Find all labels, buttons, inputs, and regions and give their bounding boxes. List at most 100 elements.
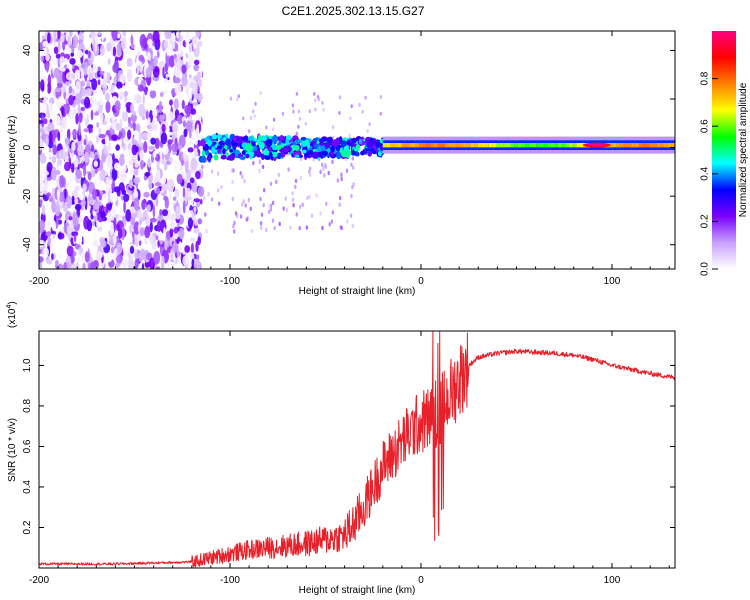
noise-blob: [47, 235, 51, 247]
noise-blob: [152, 110, 156, 116]
onset-blob: [317, 153, 323, 158]
noise-blob: [322, 166, 325, 171]
carrier-core: [543, 143, 548, 148]
noise-blob: [119, 153, 125, 167]
noise-blob: [131, 140, 139, 145]
noise-blob: [182, 186, 186, 198]
noise-blob: [295, 91, 299, 96]
noise-blob: [77, 143, 84, 157]
noise-blob: [80, 63, 86, 69]
carrier-core: [521, 143, 526, 148]
noise-blob: [111, 70, 114, 81]
onset-blob: [272, 153, 278, 158]
noise-blob: [175, 205, 181, 219]
noise-blob: [85, 88, 92, 96]
noise-blob: [83, 151, 90, 163]
noise-blob: [148, 145, 155, 150]
noise-blob: [169, 55, 175, 68]
spectrogram-y-tick-label: -40: [22, 237, 33, 252]
snr-x-tick-label: 100: [604, 575, 621, 586]
noise-blob: [182, 152, 186, 159]
noise-blob: [245, 217, 248, 222]
noise-blob: [308, 194, 311, 200]
noise-blob: [98, 133, 106, 139]
noise-blob: [112, 46, 117, 57]
onset-blob: [245, 153, 250, 159]
noise-blob: [42, 204, 46, 216]
onset-blob: [207, 139, 212, 147]
noise-blob: [178, 151, 184, 163]
noise-blob: [358, 102, 361, 107]
carrier-core: [452, 143, 457, 148]
carrier-core: [634, 143, 639, 148]
noise-blob: [168, 192, 173, 199]
noise-blob: [174, 159, 177, 172]
noise-blob: [197, 40, 203, 47]
noise-blob: [345, 168, 349, 173]
noise-blob: [133, 168, 139, 176]
carrier-core: [485, 143, 490, 148]
carrier-core: [667, 143, 672, 148]
snr-multiplier-close: ): [7, 301, 18, 304]
noise-blob: [71, 195, 75, 205]
noise-blob: [132, 32, 137, 38]
noise-blob: [137, 210, 143, 221]
noise-blob: [66, 195, 73, 209]
noise-blob: [81, 87, 86, 97]
noise-blob: [164, 31, 172, 40]
noise-blob: [90, 31, 96, 40]
noise-blob: [271, 218, 275, 223]
carrier-core: [514, 143, 519, 148]
noise-blob: [91, 78, 98, 91]
noise-blob: [352, 165, 355, 170]
noise-blob: [331, 210, 335, 215]
noise-blob: [132, 122, 137, 131]
onset-blob: [334, 140, 339, 147]
onset-blob: [247, 136, 254, 142]
noise-blob: [194, 81, 198, 93]
noise-blob: [73, 232, 77, 243]
noise-blob: [134, 258, 139, 269]
noise-blob: [292, 109, 295, 114]
noise-blob: [285, 208, 289, 213]
noise-blob: [167, 178, 175, 193]
noise-blob: [114, 100, 121, 112]
snr-multiplier-base: (x10: [7, 308, 18, 328]
noise-blob: [60, 35, 65, 43]
onset-blob: [229, 148, 234, 153]
noise-blob: [86, 219, 93, 232]
noise-blob: [43, 247, 49, 258]
onset-blob: [217, 134, 221, 140]
carrier-core: [393, 143, 398, 148]
snr-y-multiplier: (x104): [6, 301, 18, 328]
carrier-core: [426, 143, 431, 148]
noise-blob: [217, 188, 220, 193]
noise-blob: [192, 101, 198, 106]
noise-blob: [174, 58, 178, 63]
noise-blob: [121, 138, 124, 149]
noise-blob: [138, 240, 142, 246]
noise-blob: [305, 225, 309, 230]
noise-blob: [165, 73, 170, 78]
spectrogram-y-tick-label: 20: [22, 93, 33, 105]
carrier-core: [463, 143, 468, 148]
noise-blob: [87, 67, 95, 81]
noise-blob: [51, 166, 57, 181]
noise-blob: [163, 39, 169, 50]
noise-blob: [88, 132, 95, 142]
noise-blob: [210, 169, 214, 174]
noise-blob: [109, 222, 115, 236]
noise-blob: [111, 31, 118, 41]
carrier-core: [620, 143, 625, 148]
noise-blob: [57, 39, 61, 53]
noise-blob: [152, 204, 156, 219]
noise-blob: [130, 43, 135, 49]
noise-blob: [189, 136, 193, 146]
noise-blob: [233, 220, 236, 226]
noise-blob: [379, 111, 382, 116]
noise-blob: [161, 209, 168, 217]
carrier-core: [481, 143, 486, 148]
noise-blob: [61, 86, 67, 93]
colorbar-ticks: 0.0 0.2 0.4 0.6 0.8: [700, 71, 718, 276]
noise-blob: [74, 157, 79, 168]
